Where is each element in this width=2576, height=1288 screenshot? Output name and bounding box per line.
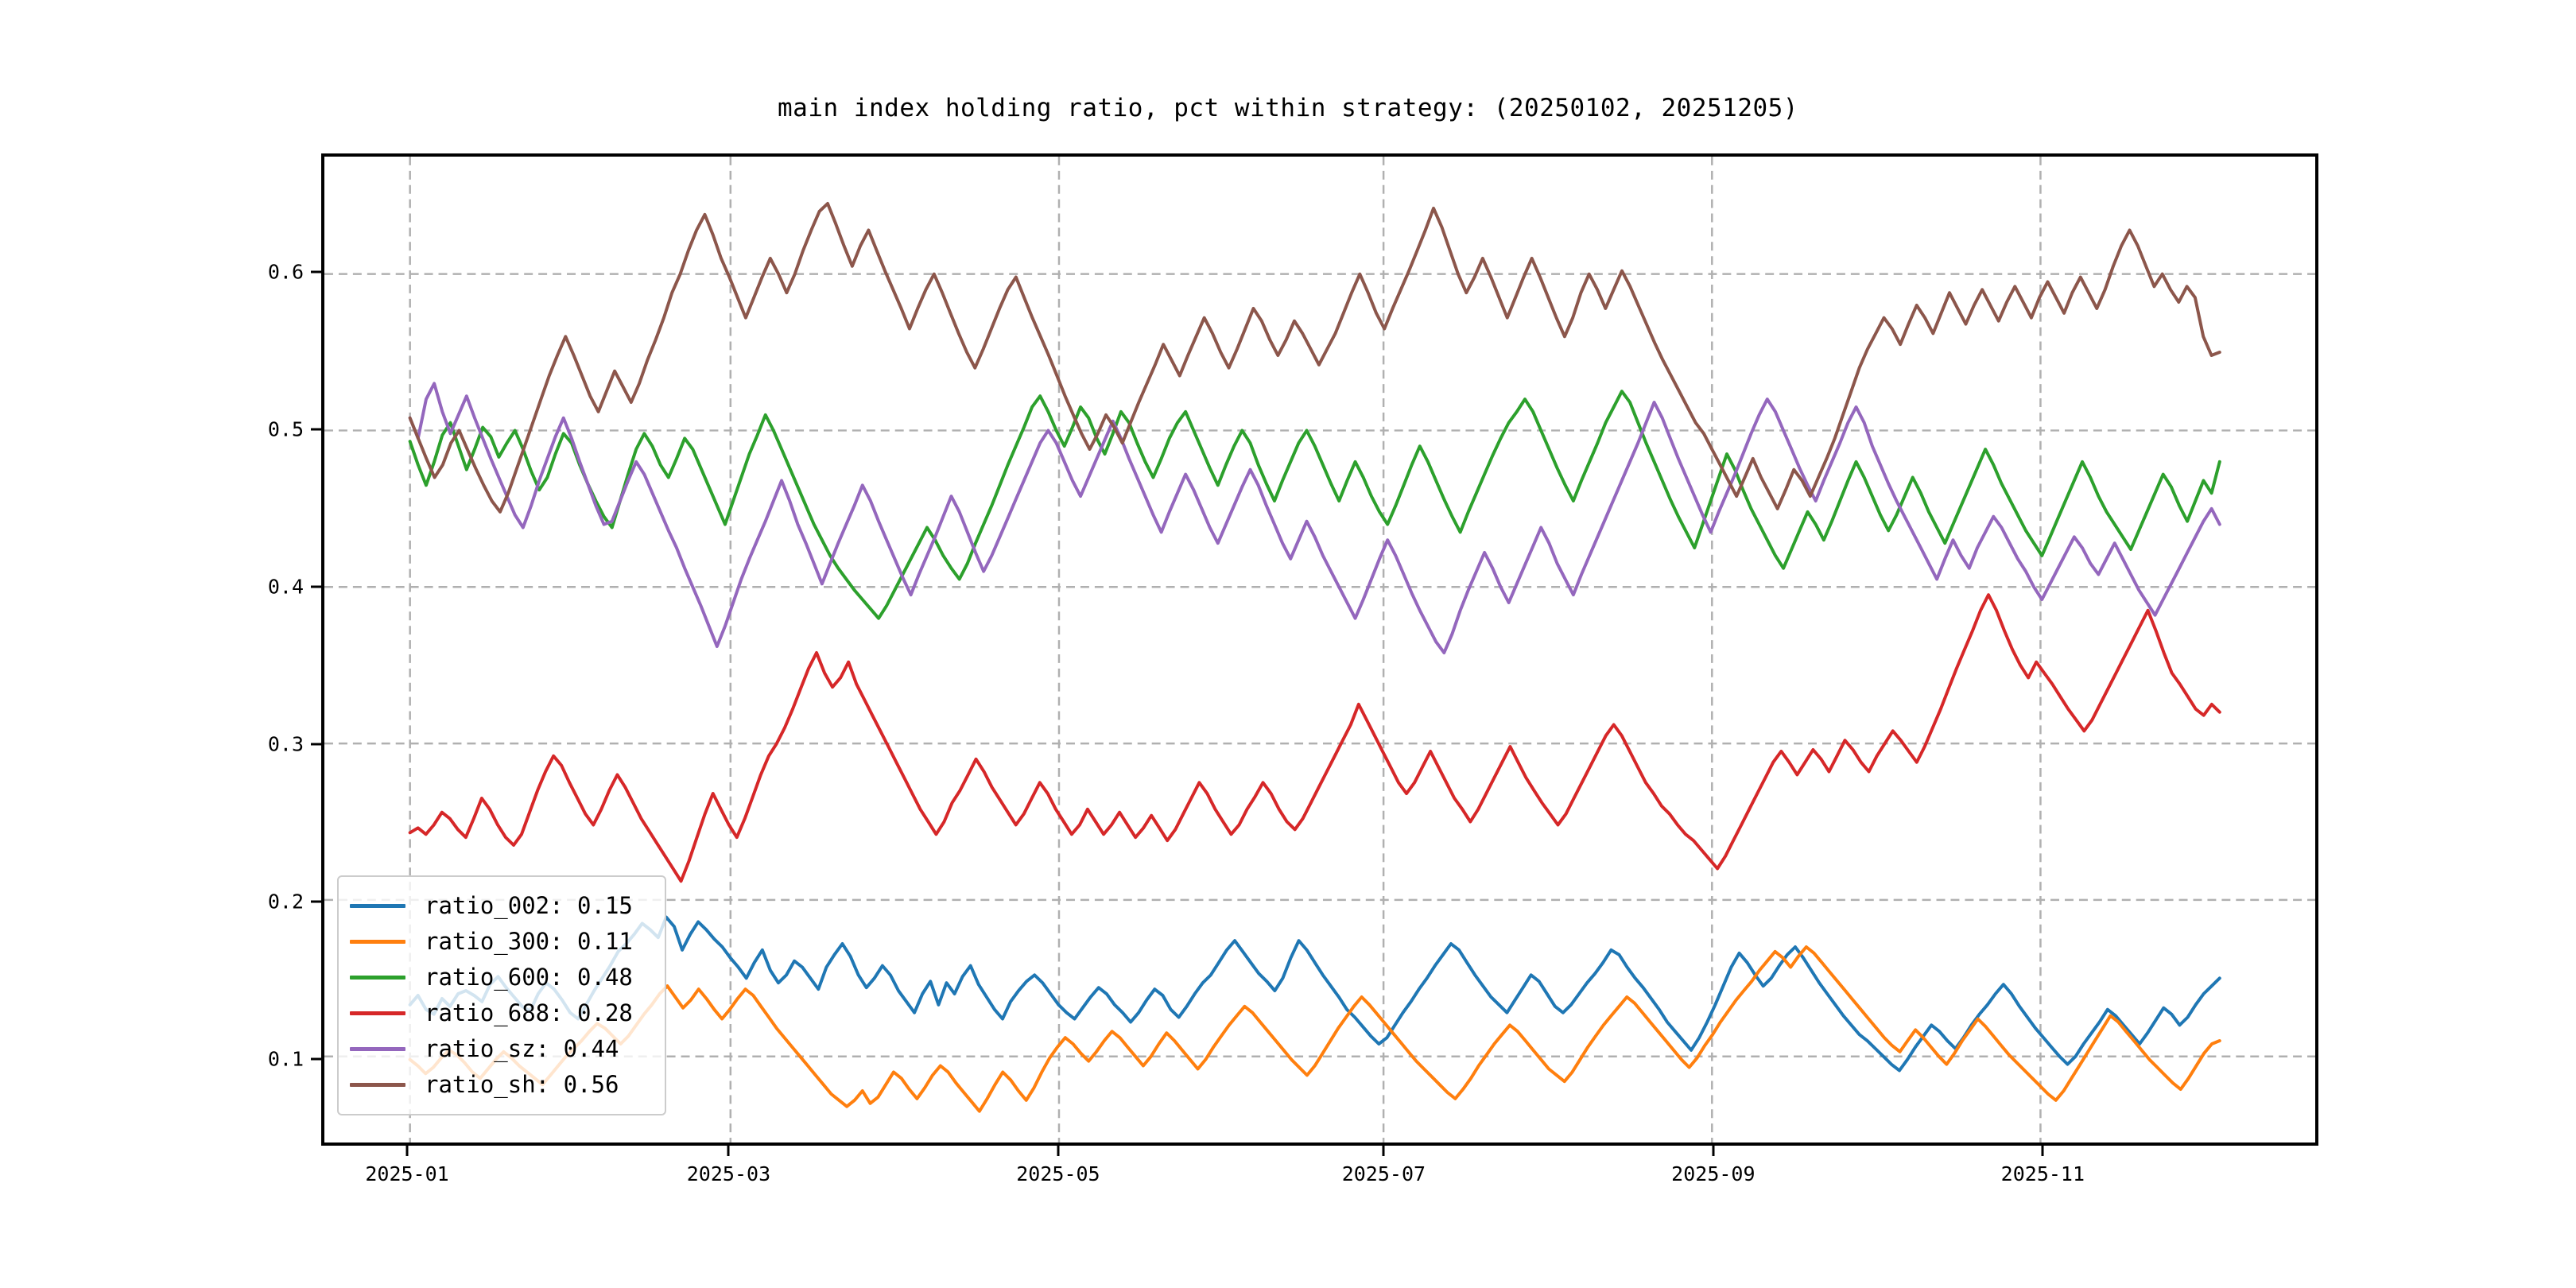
x-tick-mark (1382, 1146, 1385, 1156)
y-tick-label: 0.5 (267, 417, 304, 441)
x-tick-mark (405, 1146, 409, 1156)
x-tick-label: 2025-05 (1016, 1162, 1100, 1185)
legend-label: ratio_sh: 0.56 (425, 1071, 619, 1098)
legend-swatch-ratio_300 (350, 940, 405, 944)
legend-item-ratio_300[interactable]: ratio_300: 0.11 (350, 924, 652, 960)
y-tick-label: 0.1 (267, 1047, 304, 1071)
x-tick-label: 2025-01 (365, 1162, 449, 1185)
series-lines (408, 202, 2221, 1113)
legend-item-ratio_688[interactable]: ratio_688: 0.28 (350, 995, 652, 1031)
legend-swatch-ratio_002 (350, 904, 405, 908)
legend[interactable]: ratio_002: 0.15 ratio_300: 0.11 ratio_600:… (337, 875, 666, 1115)
legend-item-ratio_002[interactable]: ratio_002: 0.15 (350, 888, 652, 924)
y-tick-label: 0.6 (267, 260, 304, 284)
x-tick-label: 2025-07 (1341, 1162, 1426, 1185)
y-tick-label: 0.3 (267, 732, 304, 756)
series-line-ratio_sh (408, 202, 2221, 514)
legend-swatch-ratio_sh (350, 1083, 405, 1087)
legend-label: ratio_688: 0.28 (425, 999, 633, 1026)
series-line-ratio_600 (408, 390, 2221, 620)
legend-swatch-ratio_600 (350, 976, 405, 980)
legend-item-ratio_600[interactable]: ratio_600: 0.48 (350, 960, 652, 995)
x-tick-mark (1712, 1146, 1715, 1156)
series-line-ratio_002 (408, 915, 2221, 1073)
page-title: main index holding ratio, pct within str… (778, 94, 1798, 122)
y-tick-mark (311, 900, 321, 903)
legend-label: ratio_sz: 0.44 (425, 1035, 619, 1062)
y-tick-mark (311, 270, 321, 274)
x-tick-mark (727, 1146, 730, 1156)
series-line-ratio_300 (408, 945, 2221, 1113)
x-tick-mark (1057, 1146, 1060, 1156)
legend-item-ratio_sh[interactable]: ratio_sh: 0.56 (350, 1067, 652, 1103)
x-tick-label: 2025-03 (686, 1162, 771, 1185)
legend-label: ratio_300: 0.11 (425, 928, 633, 955)
legend-label: ratio_002: 0.15 (425, 892, 633, 919)
y-tick-label: 0.2 (267, 890, 304, 914)
x-tick-label: 2025-11 (2000, 1162, 2085, 1185)
series-line-ratio_688 (408, 593, 2221, 883)
x-tick-label: 2025-09 (1671, 1162, 1755, 1185)
y-tick-mark (311, 428, 321, 431)
legend-swatch-ratio_sz (350, 1047, 405, 1051)
y-tick-mark (311, 585, 321, 588)
series-line-ratio_sz (408, 382, 2221, 654)
y-tick-mark (311, 1057, 321, 1061)
legend-label: ratio_600: 0.48 (425, 964, 633, 991)
x-tick-mark (2041, 1146, 2044, 1156)
legend-swatch-ratio_688 (350, 1011, 405, 1015)
legend-item-ratio_sz[interactable]: ratio_sz: 0.44 (350, 1031, 652, 1067)
y-tick-label: 0.4 (267, 575, 304, 599)
y-tick-mark (311, 743, 321, 746)
